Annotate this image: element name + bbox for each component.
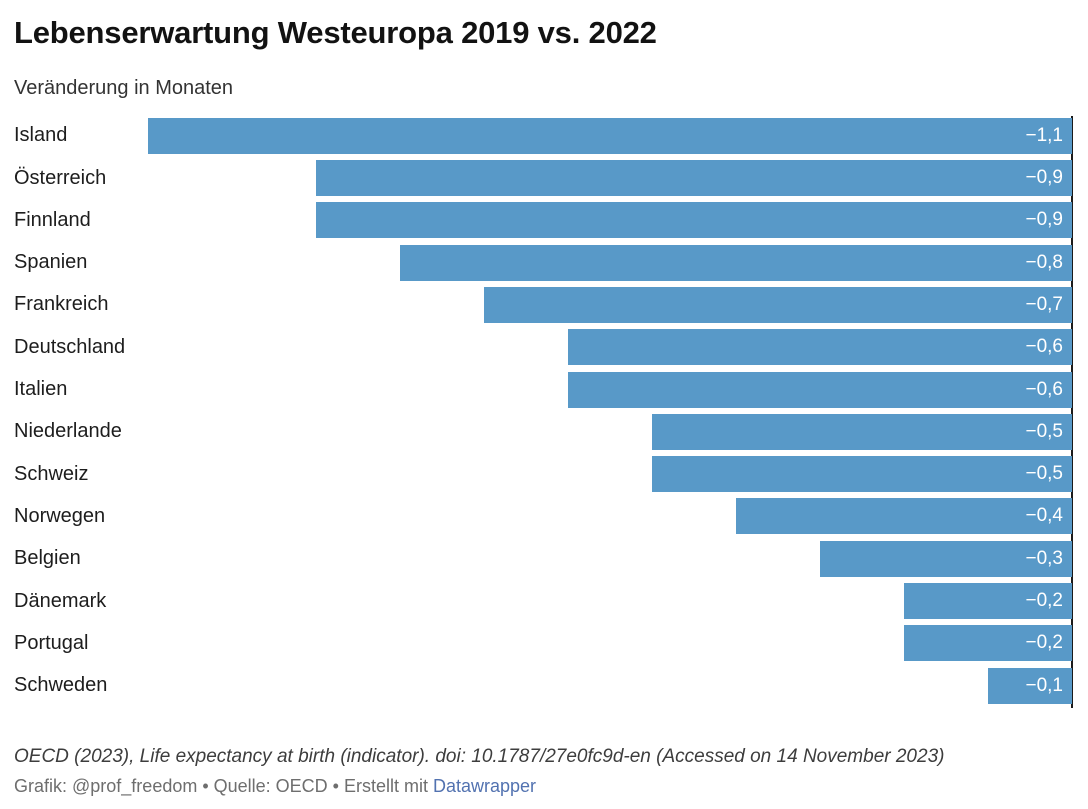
credits-line: Grafik: @prof_freedom • Quelle: OECD • E… (14, 776, 1072, 798)
bar-value-label: −0,1 (1025, 674, 1063, 696)
bar-row: Schweden −0,1 (0, 665, 1072, 707)
bar-track: −0,3 (148, 540, 1072, 577)
bar-row: Island −1,1 (0, 115, 1072, 157)
bar-row: Schweiz −0,5 (0, 453, 1072, 495)
bar-value-label: −0,9 (1025, 209, 1063, 231)
zero-axis-line (1071, 115, 1073, 708)
bar-value-label: −0,6 (1025, 336, 1063, 358)
bar: −0,3 (820, 540, 1072, 577)
bar-value-label: −0,7 (1025, 293, 1063, 315)
country-label: Island (14, 124, 68, 147)
bar-track: −0,9 (148, 202, 1072, 239)
bar-track: −0,7 (148, 286, 1072, 323)
bar: −0,7 (484, 286, 1072, 323)
bar: −0,6 (568, 371, 1072, 408)
country-label: Niederlande (14, 420, 122, 443)
bar: −0,1 (988, 667, 1072, 704)
country-label: Dänemark (14, 589, 107, 612)
bar-value-label: −0,9 (1025, 167, 1063, 189)
country-label: Belgien (14, 547, 81, 570)
bar-value-label: −0,2 (1025, 632, 1063, 654)
bar-track: −0,2 (148, 583, 1072, 620)
bar: −0,6 (568, 329, 1072, 366)
bar: −0,2 (904, 625, 1072, 662)
bar-value-label: −0,2 (1025, 590, 1063, 612)
bar-row: Dänemark −0,2 (0, 580, 1072, 622)
bar: −0,5 (652, 456, 1072, 493)
bar-value-label: −0,6 (1025, 378, 1063, 400)
country-label: Portugal (14, 631, 89, 654)
country-label: Österreich (14, 166, 107, 189)
credits-text: Grafik: @prof_freedom • Quelle: OECD • E… (14, 775, 433, 796)
country-label: Schweiz (14, 462, 89, 485)
bar-value-label: −0,8 (1025, 251, 1063, 273)
bar-value-label: −0,4 (1025, 505, 1063, 527)
country-label: Schweden (14, 674, 108, 697)
bar-track: −0,4 (148, 498, 1072, 535)
bar-track: −0,5 (148, 456, 1072, 493)
country-label: Italien (14, 378, 68, 401)
country-label: Finnland (14, 208, 91, 231)
country-label: Frankreich (14, 293, 109, 316)
bar-row: Frankreich −0,7 (0, 284, 1072, 326)
bar-track: −0,1 (148, 667, 1072, 704)
bar-value-label: −1,1 (1025, 124, 1063, 146)
bar-row: Niederlande −0,5 (0, 411, 1072, 453)
chart-footer: OECD (2023), Life expectancy at birth (i… (14, 745, 1088, 797)
bar-row: Norwegen −0,4 (0, 495, 1072, 537)
bar-row: Italien −0,6 (0, 368, 1072, 410)
bar-row: Deutschland −0,6 (0, 326, 1072, 368)
source-citation: OECD (2023), Life expectancy at birth (i… (14, 745, 945, 767)
bar: −0,5 (652, 413, 1072, 450)
country-label: Spanien (14, 251, 88, 274)
bar-row: Spanien −0,8 (0, 242, 1072, 284)
bar-track: −0,8 (148, 244, 1072, 281)
chart-subtitle: Veränderung in Monaten (14, 76, 234, 99)
datawrapper-link[interactable]: Datawrapper (433, 775, 537, 796)
bar: −0,8 (400, 244, 1072, 281)
bar-row: Finnland −0,9 (0, 199, 1072, 241)
bar: −0,9 (316, 160, 1072, 197)
bar-track: −0,6 (148, 329, 1072, 366)
bar-row: Österreich −0,9 (0, 157, 1072, 199)
bar-track: −0,5 (148, 413, 1072, 450)
bar-row: Belgien −0,3 (0, 538, 1072, 580)
bar-track: −1,1 (148, 117, 1072, 154)
bar: −0,9 (316, 202, 1072, 239)
bar-track: −0,2 (148, 625, 1072, 662)
bar-chart: Island −1,1 Österreich −0,9 Finnland −0,… (0, 115, 1088, 708)
bar-value-label: −0,5 (1025, 463, 1063, 485)
bar-value-label: −0,5 (1025, 420, 1063, 442)
bar-track: −0,9 (148, 160, 1072, 197)
country-label: Norwegen (14, 504, 106, 527)
country-label: Deutschland (14, 335, 126, 358)
bar: −1,1 (148, 117, 1072, 154)
bar: −0,4 (736, 498, 1072, 535)
bar-row: Portugal −0,2 (0, 622, 1072, 664)
bar: −0,2 (904, 583, 1072, 620)
chart-title: Lebenserwartung Westeuropa 2019 vs. 2022 (14, 15, 657, 50)
bar-value-label: −0,3 (1025, 547, 1063, 569)
bar-track: −0,6 (148, 371, 1072, 408)
